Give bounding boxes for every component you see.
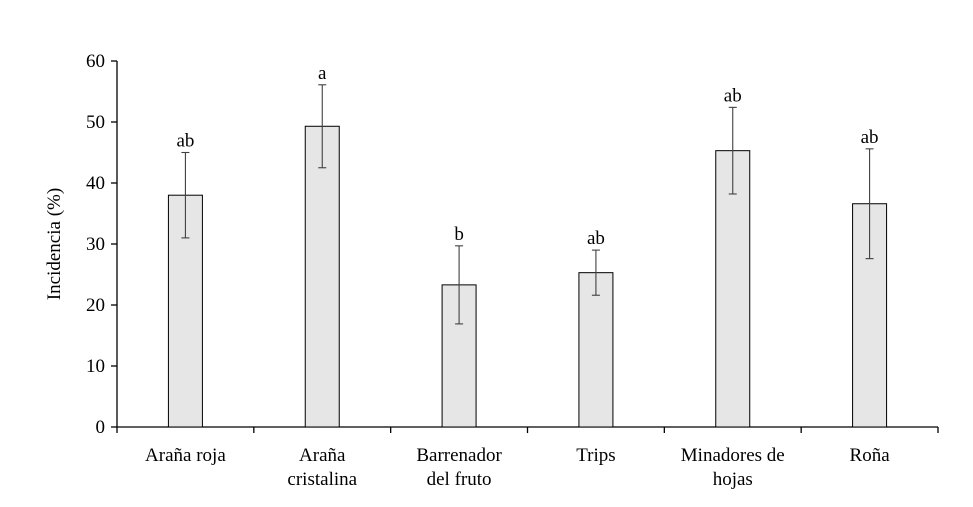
significance-label: ab — [587, 228, 605, 249]
category-label-line: cristalina — [287, 469, 357, 490]
category-label: Trips — [576, 445, 615, 466]
error-bar — [455, 245, 464, 325]
y-axis-title: Incidencia (%) — [44, 188, 65, 300]
category-label-line: Roña — [850, 445, 891, 466]
error-bar — [591, 249, 600, 296]
y-tick-label: 0 — [96, 417, 106, 438]
significance-label: ab — [861, 127, 879, 148]
significance-label: ab — [176, 131, 194, 152]
category-labels: Araña roja Araña cristalina Barrenador del f… — [145, 445, 890, 490]
bar — [167, 194, 203, 428]
y-axis: 0 10 20 30 40 50 60 — [86, 51, 118, 438]
category-label: Barrenador del fruto — [416, 445, 502, 490]
significance-label: b — [454, 224, 464, 245]
y-tick-label: 50 — [86, 112, 105, 133]
category-label-line: hojas — [713, 469, 753, 490]
bar — [715, 150, 751, 428]
category-label: Araña cristalina — [287, 445, 357, 490]
y-tick-label: 10 — [86, 356, 105, 377]
x-axis — [116, 426, 939, 433]
category-label: Roña — [850, 445, 891, 466]
y-tick-label: 30 — [86, 234, 105, 255]
significance-label: ab — [724, 85, 742, 106]
error-bar — [728, 106, 737, 195]
category-label-line: Araña — [299, 445, 346, 466]
bar — [304, 125, 340, 428]
significance-label: a — [318, 63, 327, 84]
y-tick-label: 60 — [86, 51, 105, 72]
error-bar — [865, 148, 874, 260]
category-label-line: Minadores de — [681, 445, 785, 466]
category-label: Araña roja — [145, 445, 226, 466]
category-label-line: Barrenador — [416, 445, 502, 466]
category-label-line: Trips — [576, 445, 615, 466]
category-label-line: Araña roja — [145, 445, 226, 466]
category-label-line: del fruto — [427, 469, 492, 490]
y-tick-label: 40 — [86, 173, 105, 194]
error-bar — [181, 151, 190, 239]
error-bar — [318, 84, 327, 169]
category-label: Minadores de hojas — [681, 445, 785, 490]
bar — [578, 272, 614, 428]
y-tick-label: 20 — [86, 295, 105, 316]
bars — [167, 125, 888, 428]
error-bars — [181, 84, 874, 325]
